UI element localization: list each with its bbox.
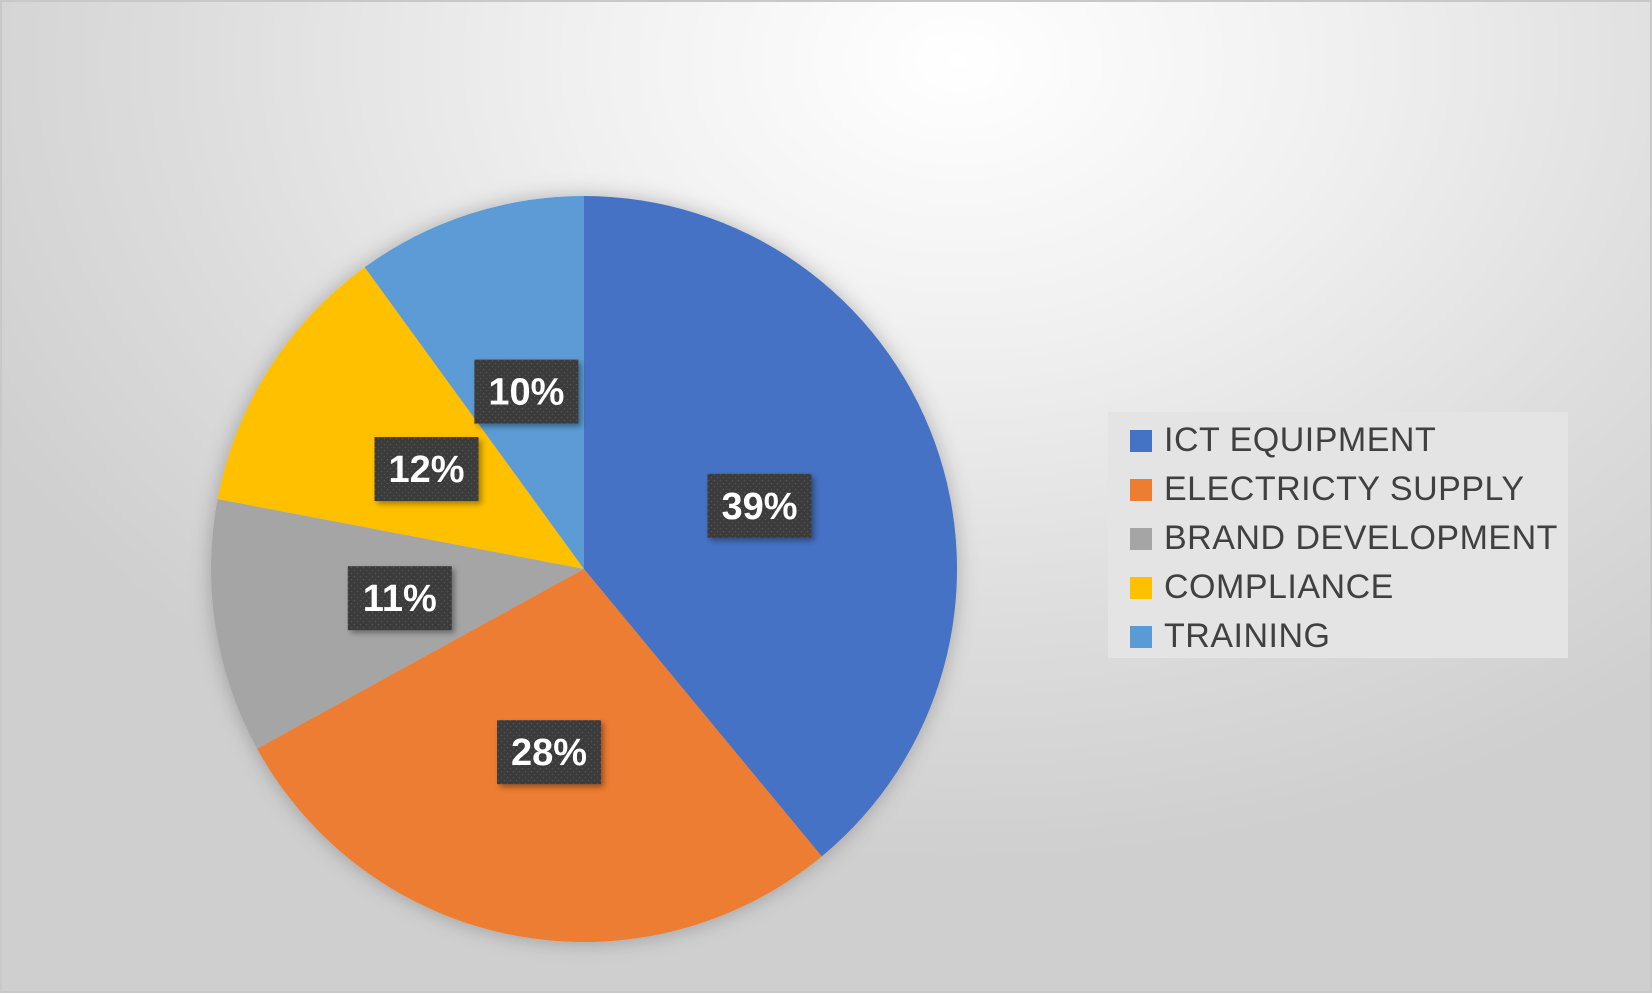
legend-label: ICT EQUIPMENT [1164,421,1437,459]
data-label-compliance: 12% [374,437,479,502]
data-label-text: 11% [363,578,437,620]
legend-swatch [1130,478,1152,501]
data-label-text: 28% [511,732,587,774]
data-label-text: 39% [721,486,797,528]
legend-swatch [1130,625,1152,648]
legend-item-electricty-supply: ELECTRICTY SUPPLY [1130,465,1568,514]
data-label-box [497,720,602,785]
legend-swatch [1130,527,1152,550]
data-label-ict-equipment: 39% [707,473,812,538]
legend-swatch [1130,576,1152,599]
legend-label: TRAINING [1164,617,1331,655]
legend-label: ELECTRICTY SUPPLY [1164,470,1525,508]
legend-label: BRAND DEVELOPMENT [1164,519,1558,557]
legend-item-ict-equipment: ICT EQUIPMENT [1130,416,1568,465]
data-label-text: 10% [488,372,564,414]
pie-slices [210,196,957,942]
legend-swatch [1130,429,1152,452]
data-label-box [347,566,452,631]
pie-data-labels: 39% 28% 11% 12% 10% [347,359,812,785]
legend: ICT EQUIPMENT ELECTRICTY SUPPLY BRAND DEVE… [1108,412,1568,658]
data-label-training: 10% [474,359,579,424]
data-label-box [374,437,479,502]
legend-item-brand-development: BRAND DEVELOPMENT [1130,514,1568,563]
data-label-text: 12% [389,449,465,491]
legend-item-training: TRAINING [1130,612,1568,661]
data-label-electricty-supply: 28% [497,720,602,785]
legend-label: COMPLIANCE [1164,568,1394,606]
data-label-box [474,359,579,424]
data-label-box [707,473,812,538]
data-label-brand-development: 11% [347,566,452,631]
pie-slice-compliance [217,267,584,569]
legend-item-compliance: COMPLIANCE [1130,563,1568,612]
